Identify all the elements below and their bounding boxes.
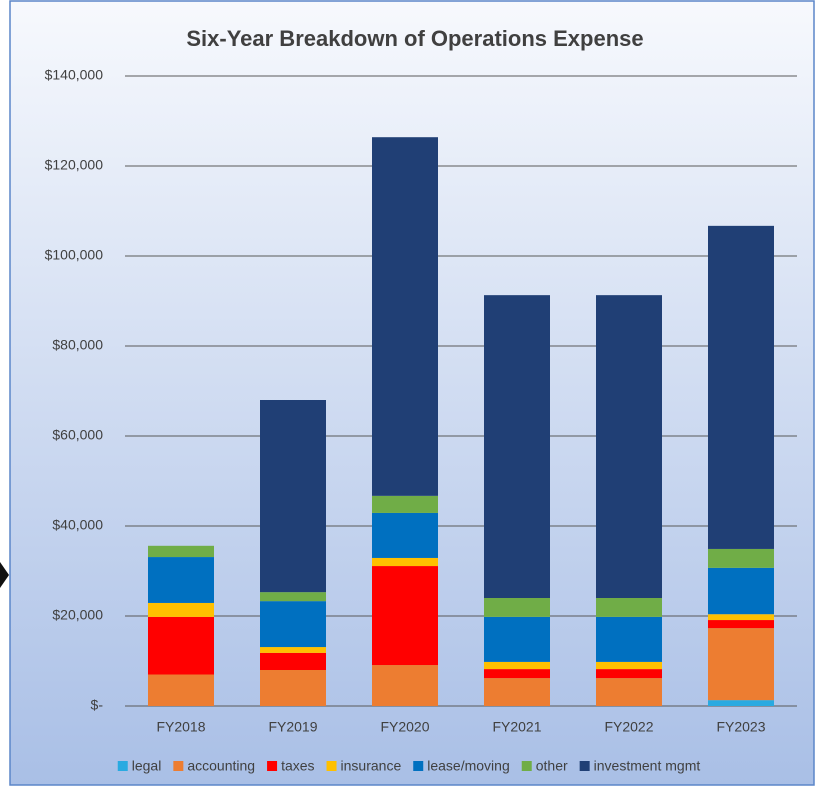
bar-segment xyxy=(596,669,662,679)
bar-segment xyxy=(708,567,774,615)
bar-segment xyxy=(148,674,214,706)
y-tick-label: $60,000 xyxy=(52,427,103,443)
bar-segment xyxy=(372,566,438,666)
y-tick-label: $20,000 xyxy=(52,607,103,623)
legend-swatch xyxy=(413,761,424,771)
x-tick-label: FY2021 xyxy=(492,719,541,735)
bar-segment xyxy=(596,616,662,662)
bar-segment xyxy=(596,661,662,670)
bar-segment xyxy=(708,620,774,629)
bar-segment xyxy=(372,512,438,558)
legend-label: other xyxy=(536,758,568,774)
bar-segment xyxy=(708,548,774,568)
bar-segment xyxy=(372,137,438,496)
bar-segment xyxy=(372,665,438,706)
bar-segment xyxy=(148,602,214,617)
bar-segment xyxy=(148,557,214,603)
bar-segment xyxy=(260,592,326,602)
bar-segment xyxy=(596,678,662,706)
bar-segment xyxy=(484,598,550,617)
legend-label: investment mgmt xyxy=(594,758,701,774)
legend-label: taxes xyxy=(281,758,314,774)
legend-label: lease/moving xyxy=(427,758,510,774)
x-tick-label: FY2023 xyxy=(716,719,765,735)
bar-segment xyxy=(484,295,550,598)
bar-segment xyxy=(708,225,774,549)
bar-segment xyxy=(596,295,662,598)
bar-segment xyxy=(372,557,438,567)
bar-segment xyxy=(596,598,662,617)
x-tick-label: FY2019 xyxy=(268,719,317,735)
bar-segment xyxy=(708,700,774,706)
bar-segment xyxy=(260,400,326,593)
bar-segment xyxy=(148,545,214,558)
y-tick-label: $40,000 xyxy=(52,517,103,533)
bar-segment xyxy=(260,652,326,670)
bar-segment xyxy=(260,647,326,653)
legend-swatch xyxy=(326,761,337,771)
legend-swatch xyxy=(173,761,184,771)
legend-swatch xyxy=(521,761,532,771)
arrow-decoration xyxy=(0,562,9,588)
legend-label: accounting xyxy=(187,758,255,774)
legend-label: legal xyxy=(132,758,162,774)
bar-segment xyxy=(708,614,774,621)
y-tick-label: $- xyxy=(91,697,104,713)
bar-segment xyxy=(484,669,550,679)
x-tick-label: FY2022 xyxy=(604,719,653,735)
y-tick-label: $140,000 xyxy=(45,67,104,83)
bar-segment xyxy=(260,670,326,706)
bar-segment xyxy=(484,661,550,670)
y-tick-label: $100,000 xyxy=(45,247,104,263)
bar-segment xyxy=(484,678,550,706)
x-tick-label: FY2020 xyxy=(380,719,429,735)
legend-swatch xyxy=(579,761,590,771)
legend-swatch xyxy=(117,761,128,771)
bar-segment xyxy=(484,616,550,662)
chart-title: Six-Year Breakdown of Operations Expense xyxy=(186,26,643,51)
bar-segment xyxy=(260,601,326,648)
y-tick-label: $80,000 xyxy=(52,337,103,353)
y-tick-label: $120,000 xyxy=(45,157,104,173)
legend-label: insurance xyxy=(341,758,402,774)
x-tick-label: FY2018 xyxy=(156,719,205,735)
bar-segment xyxy=(708,628,774,701)
bar-segment xyxy=(372,495,438,513)
bar-segment xyxy=(148,616,214,675)
legend-swatch xyxy=(267,761,278,771)
